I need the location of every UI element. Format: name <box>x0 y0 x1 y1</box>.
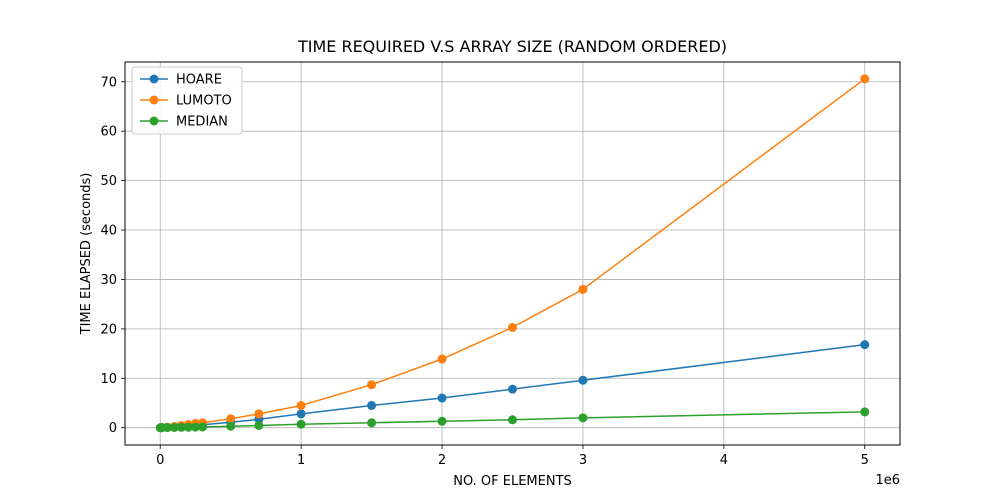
x-tick-label: 0 <box>156 453 164 468</box>
data-point-hoare <box>578 375 588 385</box>
legend: HOARE LUMOTO MEDIAN <box>131 66 243 135</box>
y-tick-label: 30 <box>100 273 117 288</box>
data-point-median <box>578 413 588 423</box>
data-point-lumoto <box>254 409 264 419</box>
legend-label-hoare: HOARE <box>176 73 222 88</box>
data-point-median <box>860 407 870 417</box>
data-point-median <box>162 423 172 433</box>
data-point-lumoto <box>226 414 236 424</box>
data-point-hoare <box>508 384 517 394</box>
legend-box <box>131 66 243 135</box>
legend-marker-hoare <box>149 74 159 84</box>
data-point-median <box>176 422 186 432</box>
data-point-median <box>367 418 377 428</box>
data-point-median <box>508 415 517 425</box>
legend-marker-median <box>149 116 159 126</box>
data-point-lumoto <box>367 380 377 390</box>
data-point-median <box>437 416 447 426</box>
data-point-median <box>296 419 306 429</box>
data-point-median <box>169 422 179 432</box>
y-tick-label: 70 <box>100 75 117 90</box>
data-point-lumoto <box>296 400 306 410</box>
y-tick-label: 60 <box>100 125 117 140</box>
x-axis-offset-label: 1e6 <box>875 473 900 488</box>
legend-label-lumoto: LUMOTO <box>176 94 232 109</box>
data-point-lumoto <box>860 74 870 84</box>
data-point-median <box>198 422 207 432</box>
data-point-median <box>190 422 200 432</box>
legend-marker-lumoto <box>149 95 159 105</box>
y-tick-label: 0 <box>109 421 117 436</box>
x-tick-label: 1 <box>297 453 305 468</box>
y-axis-title: TIME ELAPSED (seconds) <box>79 173 94 336</box>
x-tick-label: 2 <box>438 453 446 468</box>
plot-frame <box>124 61 901 446</box>
plot-series <box>155 74 870 433</box>
x-tick-label: 4 <box>720 453 728 468</box>
legend-item-hoare: HOARE <box>140 73 222 88</box>
y-tick-label: 40 <box>100 224 117 239</box>
data-point-hoare <box>296 409 306 419</box>
y-tick-label: 20 <box>100 322 117 337</box>
legend-label-median: MEDIAN <box>176 115 228 130</box>
x-axis-title: NO. OF ELEMENTS <box>453 474 572 489</box>
data-point-median <box>254 420 264 430</box>
data-point-hoare <box>367 400 377 410</box>
x-tick-label: 5 <box>861 453 869 468</box>
data-point-hoare <box>860 340 870 350</box>
series-median <box>155 407 870 433</box>
data-point-median <box>183 422 193 432</box>
chart-title: TIME REQUIRED V.S ARRAY SIZE (RANDOM ORD… <box>297 37 727 56</box>
data-point-lumoto <box>437 354 447 364</box>
x-tick-label: 3 <box>579 453 587 468</box>
data-point-median <box>226 421 236 431</box>
data-point-hoare <box>437 393 447 403</box>
y-tick-label: 50 <box>100 174 117 189</box>
legend-item-lumoto: LUMOTO <box>140 94 232 109</box>
data-point-lumoto <box>508 322 517 332</box>
grid-lines <box>125 62 900 445</box>
data-point-lumoto <box>578 284 588 294</box>
y-tick-label: 10 <box>100 372 117 387</box>
legend-item-median: MEDIAN <box>140 115 228 130</box>
